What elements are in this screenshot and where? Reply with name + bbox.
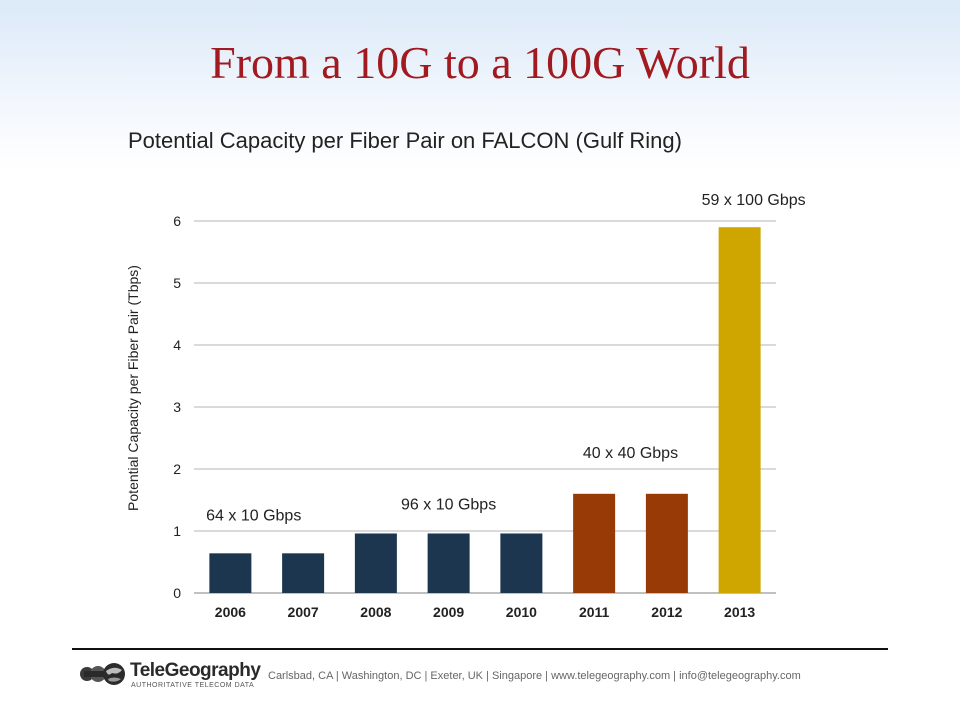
x-tick-label-2013: 2013	[724, 604, 755, 620]
y-tick-labels: 0 1 2 3 4 5 6	[173, 213, 181, 601]
y-tick-label-0: 0	[173, 585, 181, 601]
x-tick-label-2012: 2012	[651, 604, 682, 620]
x-tick-labels: 2006 2007 2008 2009 2010 2011 2012 2013	[215, 604, 756, 620]
y-tick-label-2: 2	[173, 461, 181, 477]
footer-contact-info: Carlsbad, CA | Washington, DC | Exeter, …	[268, 670, 801, 682]
bar-2012	[645, 493, 688, 593]
globe-logo-icon	[80, 663, 125, 685]
bar-2011	[573, 493, 616, 593]
bars	[209, 227, 761, 593]
x-tick-label-2008: 2008	[360, 604, 391, 620]
chart-title: Potential Capacity per Fiber Pair on FAL…	[128, 128, 682, 153]
bar-2010	[500, 533, 543, 593]
bar-2006	[209, 553, 252, 593]
x-tick-label-2011: 2011	[579, 604, 610, 620]
bar-annotations: 64 x 10 Gbps 96 x 10 Gbps 40 x 40 Gbps 59 x…	[206, 192, 806, 524]
annotation-64-x-10-gbps: 64 x 10 Gbps	[206, 507, 301, 524]
y-tick-label-6: 6	[173, 213, 181, 229]
annotation-40-x-40-gbps: 40 x 40 Gbps	[583, 445, 678, 462]
y-tick-label-4: 4	[173, 337, 181, 353]
annotation-59-x-100-gbps: 59 x 100 Gbps	[702, 192, 806, 209]
bar-2013	[718, 227, 761, 593]
bar-2009	[427, 533, 470, 593]
y-axis-label: Potential Capacity per Fiber Pair (Tbps)	[125, 265, 141, 511]
bar-2008	[354, 533, 397, 593]
slide-title: From a 10G to a 100G World	[210, 37, 750, 88]
x-tick-label-2010: 2010	[506, 604, 537, 620]
bar-2007	[282, 553, 325, 593]
y-tick-label-1: 1	[173, 523, 181, 539]
x-tick-label-2009: 2009	[433, 604, 464, 620]
y-tick-label-3: 3	[173, 399, 181, 415]
grid-layer	[194, 220, 776, 594]
logo-name: TeleGeography	[130, 660, 261, 681]
telegeography-logo[interactable]: TeleGeography AUTHORITATIVE TELECOM DATA	[78, 660, 261, 690]
capacity-bar-chart: 0 1 2 3 4 5 6 2006 2007 2008 2009 2010 2011 2012 2013…	[125, 192, 806, 620]
y-tick-label-5: 5	[173, 275, 181, 291]
x-tick-label-2007: 2007	[288, 604, 319, 620]
x-tick-label-2006: 2006	[215, 604, 246, 620]
logo-tagline: AUTHORITATIVE TELECOM DATA	[131, 682, 255, 689]
annotation-96-x-10-gbps: 96 x 10 Gbps	[401, 496, 496, 513]
footer-divider	[72, 648, 888, 650]
